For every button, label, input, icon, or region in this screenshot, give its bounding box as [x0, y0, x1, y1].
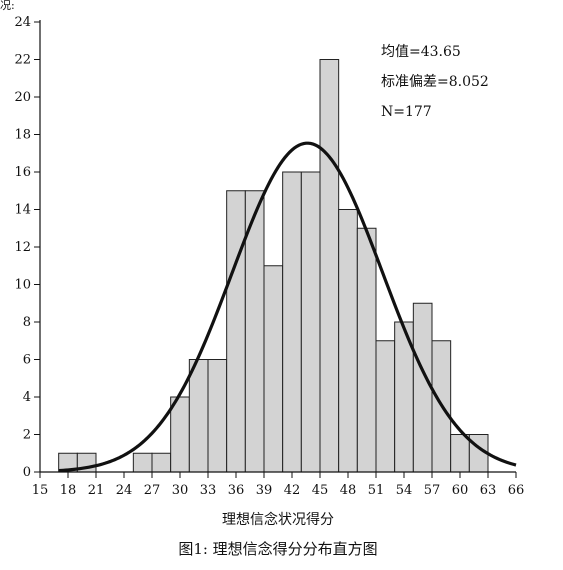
x-tick-label: 66 — [508, 483, 525, 498]
bars-group — [58, 59, 489, 473]
corner-fragment-text: 况: — [0, 0, 15, 12]
x-tick-label: 60 — [452, 483, 469, 498]
x-tick-label: 36 — [228, 483, 245, 498]
histogram-bar — [338, 209, 358, 473]
histogram-bar — [170, 396, 190, 473]
x-tick-label: 54 — [396, 483, 413, 498]
histogram-bar — [132, 452, 153, 473]
y-tick-label: 22 — [14, 53, 31, 68]
x-tick-label: 48 — [340, 483, 357, 498]
y-tick-label: 0 — [23, 465, 31, 480]
x-tick-label: 57 — [424, 483, 441, 498]
x-tick-label: 15 — [32, 483, 49, 498]
x-tick-label: 21 — [88, 483, 105, 498]
histogram-bar — [375, 340, 396, 473]
y-tick-label: 4 — [23, 390, 31, 405]
histogram-bar — [207, 359, 228, 473]
x-tick-label: 51 — [368, 483, 385, 498]
histogram-bar — [282, 171, 302, 473]
y-tick-label: 20 — [14, 90, 31, 105]
y-tick-label: 8 — [23, 315, 31, 330]
x-tick-label: 42 — [284, 483, 301, 498]
histogram-bar — [319, 59, 340, 473]
histogram-bar — [151, 452, 172, 473]
histogram-bar — [450, 434, 470, 473]
x-tick-label: 39 — [256, 483, 273, 498]
std-annotation: 标准偏差=8.052 — [381, 74, 489, 90]
x-tick-label: 63 — [480, 483, 497, 498]
y-tick-label: 6 — [23, 353, 31, 368]
x-tick-labels: 15 18 21 24 27 30 33 36 39 42 45 48 51 54 57 60 63 66 — [32, 483, 525, 498]
histogram-bar — [263, 265, 284, 473]
y-tick-label: 2 — [23, 428, 31, 443]
axes-group — [34, 20, 517, 478]
normal-curve — [58, 141, 517, 473]
histogram-bar — [226, 190, 246, 473]
y-tick-label: 16 — [14, 165, 31, 180]
histogram-bar — [412, 302, 433, 473]
mean-annotation: 均值=43.65 — [381, 44, 461, 60]
x-tick-label: 27 — [144, 483, 161, 498]
y-tick-label: 10 — [14, 278, 31, 293]
x-tick-label: 18 — [60, 483, 77, 498]
n-annotation: N=177 — [381, 104, 432, 120]
histogram-bar — [356, 227, 377, 473]
y-tick-label: 24 — [14, 15, 31, 30]
x-axis-label: 理想信念状况得分 — [222, 511, 334, 528]
x-tick-label: 33 — [200, 483, 217, 498]
histogram-bar — [300, 171, 321, 473]
figure-caption: 图1: 理想信念得分分布直方图 — [178, 540, 377, 558]
y-tick-label: 12 — [14, 240, 31, 255]
y-tick-label: 14 — [14, 203, 31, 218]
y-tick-label: 18 — [14, 128, 31, 143]
histogram-bar — [188, 359, 209, 473]
x-tick-label: 45 — [312, 483, 329, 498]
x-tick-label: 30 — [172, 483, 189, 498]
x-tick-label: 24 — [116, 483, 133, 498]
